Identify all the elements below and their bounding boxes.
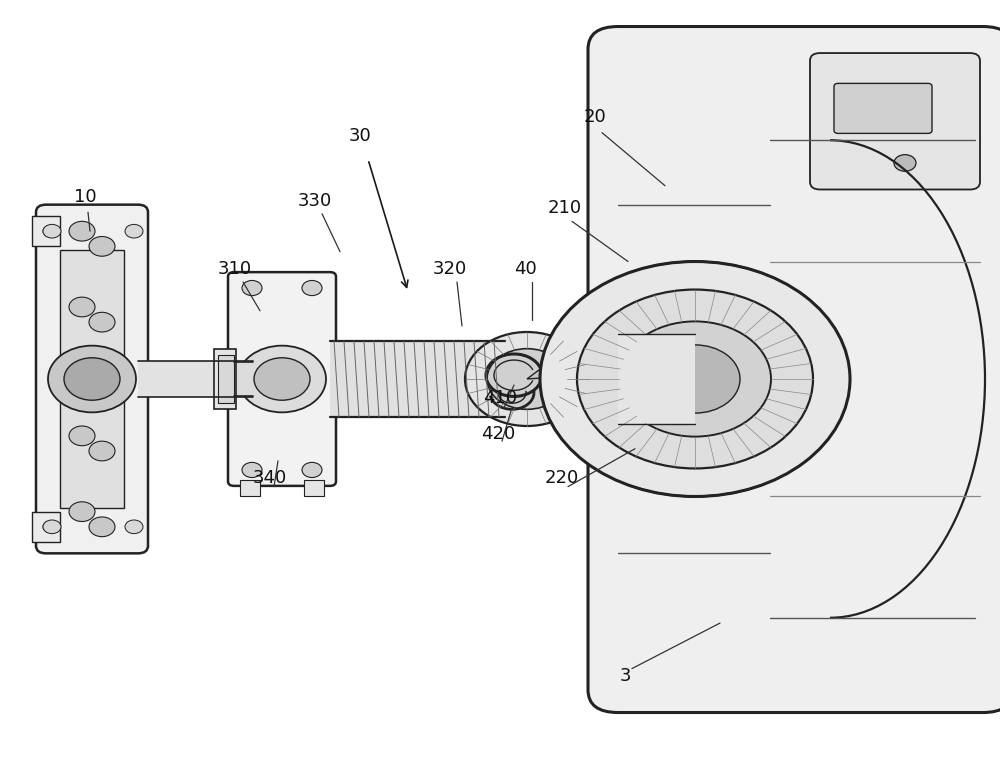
FancyBboxPatch shape xyxy=(834,83,932,133)
Circle shape xyxy=(619,321,771,437)
Circle shape xyxy=(89,236,115,256)
Circle shape xyxy=(43,225,59,237)
Circle shape xyxy=(242,280,262,296)
Text: 40: 40 xyxy=(514,260,536,278)
Circle shape xyxy=(43,521,59,533)
Bar xyxy=(32,216,60,246)
Bar xyxy=(138,361,253,397)
Wedge shape xyxy=(527,336,607,379)
Bar xyxy=(618,334,695,424)
Circle shape xyxy=(894,155,916,171)
Text: 210: 210 xyxy=(548,199,582,218)
Circle shape xyxy=(242,462,262,478)
Circle shape xyxy=(89,312,115,332)
Text: 410: 410 xyxy=(483,389,517,407)
FancyBboxPatch shape xyxy=(588,27,1000,713)
FancyBboxPatch shape xyxy=(36,205,148,553)
FancyBboxPatch shape xyxy=(228,272,336,486)
Bar xyxy=(330,341,505,417)
Circle shape xyxy=(89,517,115,537)
Circle shape xyxy=(89,441,115,461)
Bar xyxy=(218,355,234,403)
Text: 20: 20 xyxy=(584,108,606,127)
Text: 3: 3 xyxy=(619,667,631,685)
Circle shape xyxy=(487,349,567,409)
Circle shape xyxy=(48,346,136,412)
Circle shape xyxy=(69,426,95,446)
Circle shape xyxy=(69,221,95,241)
Circle shape xyxy=(125,520,143,534)
Text: 30: 30 xyxy=(349,127,371,146)
Bar xyxy=(304,480,324,496)
Text: 10: 10 xyxy=(74,188,96,206)
FancyBboxPatch shape xyxy=(810,53,980,190)
Circle shape xyxy=(69,297,95,317)
Circle shape xyxy=(43,520,61,534)
Circle shape xyxy=(238,346,326,412)
Circle shape xyxy=(577,290,813,468)
Text: 330: 330 xyxy=(298,192,332,210)
Circle shape xyxy=(69,502,95,522)
Circle shape xyxy=(540,262,850,496)
Text: 420: 420 xyxy=(481,424,515,443)
Circle shape xyxy=(254,358,310,400)
Text: 340: 340 xyxy=(253,468,287,487)
Circle shape xyxy=(125,224,143,238)
Text: 320: 320 xyxy=(433,260,467,278)
Circle shape xyxy=(650,345,740,413)
Circle shape xyxy=(465,332,589,426)
Circle shape xyxy=(302,280,322,296)
Bar xyxy=(234,362,253,396)
Text: 220: 220 xyxy=(545,468,579,487)
Circle shape xyxy=(64,358,120,400)
Text: 310: 310 xyxy=(218,260,252,278)
Bar xyxy=(240,480,260,496)
Bar xyxy=(214,349,236,409)
Bar xyxy=(32,512,60,542)
Bar xyxy=(60,250,124,508)
Circle shape xyxy=(302,462,322,478)
Circle shape xyxy=(43,224,61,238)
